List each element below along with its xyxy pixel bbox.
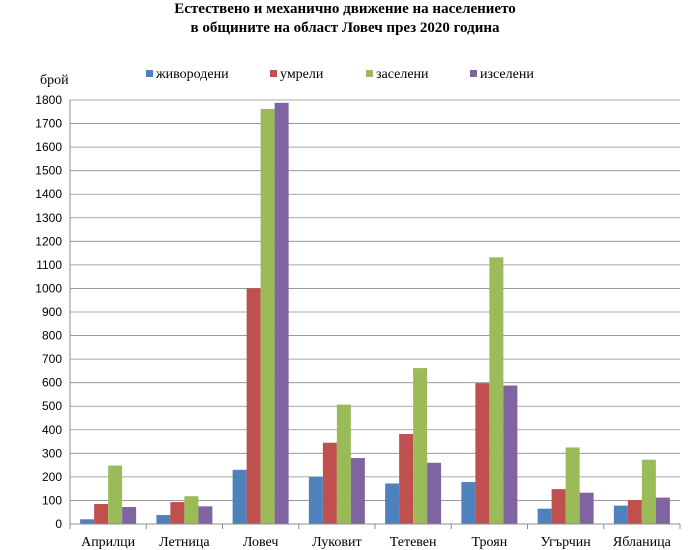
y-tick-label: 1500 xyxy=(35,164,62,178)
y-tick-label: 100 xyxy=(42,493,62,507)
legend: живородени умрели заселени изселени xyxy=(146,67,534,82)
y-tick-label: 1700 xyxy=(35,117,62,131)
y-tick-label: 1800 xyxy=(35,93,62,107)
bar xyxy=(308,476,323,524)
bar xyxy=(537,508,552,524)
bar xyxy=(122,507,137,524)
legend-label: умрели xyxy=(280,67,324,82)
legend-label: заселени xyxy=(376,67,429,82)
bar xyxy=(503,385,518,524)
x-axis-categories: Априлци Летница Ловеч Луковит Тетевен Троян Уг… xyxy=(69,524,681,550)
chart-title-line-1: Естествено и механично движение на насел… xyxy=(174,1,516,17)
legend-swatch xyxy=(470,70,477,77)
y-tick-label: 700 xyxy=(42,352,62,366)
x-category-label: Тетевен xyxy=(390,535,437,550)
y-tick-label: 1300 xyxy=(35,211,62,225)
y-tick-label: 1400 xyxy=(35,187,62,201)
bar xyxy=(399,434,414,524)
bar xyxy=(579,492,594,524)
bar xyxy=(80,519,95,524)
bar xyxy=(94,503,109,524)
x-category-label: Троян xyxy=(472,535,508,550)
bar xyxy=(551,489,566,524)
bar xyxy=(246,288,261,524)
legend-swatch xyxy=(366,70,373,77)
bar xyxy=(427,462,442,524)
bar xyxy=(108,465,123,524)
gridlines xyxy=(70,99,680,501)
bar xyxy=(475,383,490,524)
bar xyxy=(565,447,580,524)
bar xyxy=(461,482,476,524)
bar xyxy=(655,497,670,524)
bar xyxy=(260,108,275,524)
y-tick-label: 400 xyxy=(42,423,62,437)
legend-label: живородени xyxy=(155,67,229,82)
bar xyxy=(413,368,428,524)
x-category-label: Луковит xyxy=(312,535,361,550)
bar xyxy=(641,459,656,524)
bar xyxy=(198,506,213,524)
x-category-label: Ябланица xyxy=(613,535,672,550)
bar xyxy=(627,499,642,524)
y-tick-label: 600 xyxy=(42,376,62,390)
bar xyxy=(156,515,171,524)
legend-swatch xyxy=(146,70,153,77)
x-category-label: Угърчин xyxy=(540,535,591,550)
y-tick-label: 1000 xyxy=(35,281,62,295)
bar xyxy=(350,458,365,524)
bar xyxy=(274,102,289,525)
bar xyxy=(385,483,400,524)
y-tick-label: 500 xyxy=(42,399,62,413)
bar xyxy=(232,469,247,524)
y-axis-label: брой xyxy=(40,73,69,88)
x-category-label: Ловеч xyxy=(243,535,279,550)
legend-label: изселени xyxy=(480,67,534,82)
bar xyxy=(184,496,199,524)
bars xyxy=(80,102,670,525)
y-tick-label: 1100 xyxy=(36,258,62,272)
y-tick-label: 1600 xyxy=(35,140,62,154)
x-category-label: Летница xyxy=(159,535,210,550)
y-axis-ticks: 0 100 200 300 400 500 600 700 800 900 1000 1100 1200… xyxy=(35,93,62,531)
chart-title: Естествено и механично движение на насел… xyxy=(0,0,690,38)
bar xyxy=(613,505,628,524)
x-category-label: Априлци xyxy=(81,535,136,550)
bar xyxy=(489,257,504,524)
legend-swatch xyxy=(270,70,277,77)
y-tick-label: 800 xyxy=(42,329,62,343)
y-tick-label: 900 xyxy=(42,305,62,319)
bar xyxy=(170,502,185,524)
y-tick-label: 1200 xyxy=(35,234,62,248)
chart-title-line-2: в общините на област Ловеч през 2020 год… xyxy=(190,20,500,36)
bar xyxy=(322,442,337,524)
y-tick-label: 200 xyxy=(42,470,62,484)
bar xyxy=(336,404,351,524)
y-tick-label: 0 xyxy=(55,517,62,531)
y-tick-label: 300 xyxy=(42,446,62,460)
